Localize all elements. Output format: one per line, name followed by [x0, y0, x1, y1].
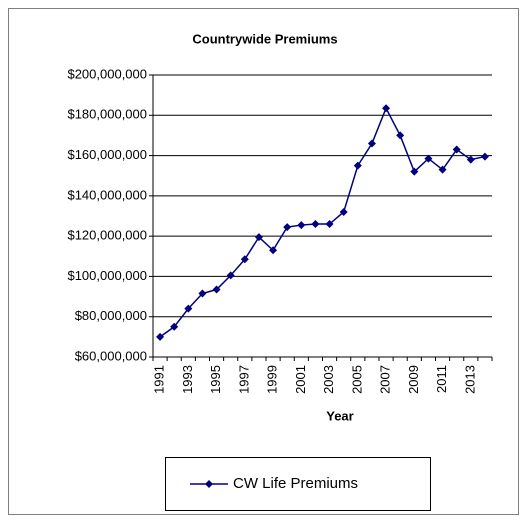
- data-point: [382, 104, 391, 113]
- data-point: [170, 322, 179, 331]
- data-point: [198, 289, 207, 298]
- data-point: [240, 255, 249, 264]
- chart-title: Countrywide Premiums: [192, 31, 337, 46]
- y-tick-label: $60,000,000: [75, 348, 147, 363]
- x-tick-label: 2009: [406, 365, 421, 394]
- y-tick-label: $180,000,000: [67, 107, 147, 122]
- data-point: [297, 221, 306, 230]
- data-point: [452, 145, 461, 154]
- x-tick-label: 1995: [208, 365, 223, 394]
- x-tick-label: 2011: [434, 365, 449, 393]
- x-tick-label: 1991: [152, 365, 167, 394]
- data-point: [396, 131, 405, 140]
- data-point: [283, 223, 292, 232]
- x-tick-label: 2013: [462, 365, 477, 394]
- data-point: [226, 271, 235, 280]
- data-point: [353, 161, 362, 170]
- chart-border: [8, 8, 519, 515]
- legend-label: CW Life Premiums: [233, 475, 358, 492]
- data-point: [438, 165, 447, 174]
- data-point: [339, 207, 348, 216]
- data-point: [410, 167, 419, 176]
- x-tick-label: 2005: [349, 365, 364, 394]
- x-tick-label: 1997: [236, 365, 251, 394]
- y-tick-label: $100,000,000: [67, 268, 147, 283]
- x-tick-label: 2007: [378, 365, 393, 394]
- y-tick-label: $200,000,000: [67, 66, 147, 81]
- data-point: [156, 332, 165, 341]
- data-point: [184, 304, 193, 313]
- data-point: [424, 154, 433, 163]
- y-tick-label: $120,000,000: [67, 228, 147, 243]
- y-tick-label: $80,000,000: [75, 308, 147, 323]
- data-point: [325, 220, 334, 229]
- x-tick-label: 1993: [180, 365, 195, 394]
- x-tick-label: 2001: [293, 365, 308, 394]
- x-tick-label: 2003: [321, 365, 336, 394]
- data-point: [254, 233, 263, 242]
- x-axis-label: Year: [326, 408, 353, 423]
- y-tick-label: $140,000,000: [67, 187, 147, 202]
- data-point: [367, 139, 376, 148]
- data-point: [269, 246, 278, 255]
- data-point: [466, 155, 475, 164]
- legend-marker: [205, 480, 213, 488]
- data-point: [480, 152, 489, 161]
- x-tick-label: 1999: [265, 365, 280, 394]
- data-point: [212, 285, 221, 294]
- data-point: [311, 220, 320, 229]
- y-tick-label: $160,000,000: [67, 147, 147, 162]
